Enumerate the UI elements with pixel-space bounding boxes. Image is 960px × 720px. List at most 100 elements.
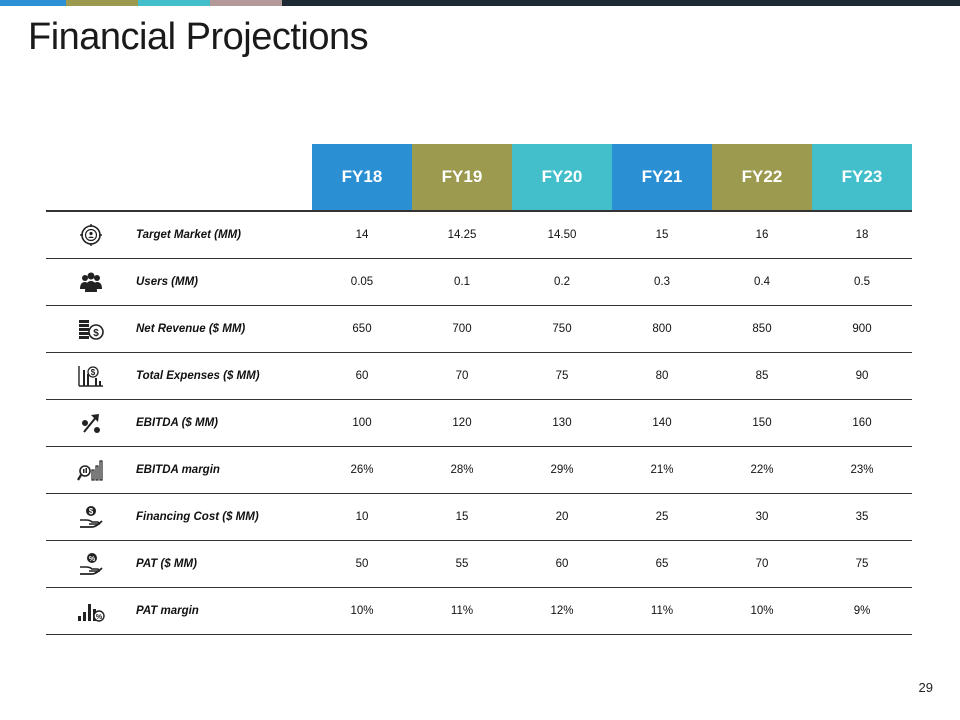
slide-title: Financial Projections bbox=[28, 16, 369, 58]
row-label: Financing Cost ($ MM) bbox=[136, 493, 312, 541]
row-label: EBITDA margin bbox=[136, 446, 312, 494]
cell-value: 23% bbox=[812, 446, 912, 494]
table-row: Target Market (MM) 14 14.25 14.50 15 16 … bbox=[46, 211, 912, 259]
cell-value: 800 bbox=[612, 305, 712, 353]
cell-value: 35 bbox=[812, 493, 912, 541]
table-row: $ Total Expenses ($ MM) 60 70 75 80 85 9… bbox=[46, 352, 912, 400]
cell-value: 700 bbox=[412, 305, 512, 353]
cell-value: 12% bbox=[512, 587, 612, 635]
bar-magnifier-icon bbox=[46, 446, 136, 494]
svg-text:%: % bbox=[89, 556, 96, 563]
cell-value: 0.5 bbox=[812, 258, 912, 306]
cell-value: 26% bbox=[312, 446, 412, 494]
cell-value: 75 bbox=[512, 352, 612, 400]
cell-value: 15 bbox=[612, 211, 712, 259]
col-header-fy22: FY22 bbox=[712, 144, 812, 212]
row-label: PAT ($ MM) bbox=[136, 540, 312, 588]
cell-value: 25 bbox=[612, 493, 712, 541]
row-label: Users (MM) bbox=[136, 258, 312, 306]
cell-value: 130 bbox=[512, 399, 612, 447]
cell-value: 50 bbox=[312, 540, 412, 588]
cell-value: 10 bbox=[312, 493, 412, 541]
accent-segment-teal bbox=[138, 0, 210, 6]
target-market-icon bbox=[46, 211, 136, 259]
col-header-fy18: FY18 bbox=[312, 144, 412, 212]
cell-value: 11% bbox=[412, 587, 512, 635]
cell-value: 11% bbox=[612, 587, 712, 635]
cell-value: 850 bbox=[712, 305, 812, 353]
table-row: $ Net Revenue ($ MM) 650 700 750 800 850… bbox=[46, 305, 912, 353]
hand-percent-icon: % bbox=[46, 540, 136, 588]
cell-value: 120 bbox=[412, 399, 512, 447]
cell-value: 70 bbox=[712, 540, 812, 588]
svg-text:$: $ bbox=[91, 368, 96, 377]
cell-value: 750 bbox=[512, 305, 612, 353]
col-header-fy19: FY19 bbox=[412, 144, 512, 212]
table-row: $ Financing Cost ($ MM) 10 15 20 25 30 3… bbox=[46, 493, 912, 541]
cell-value: 60 bbox=[512, 540, 612, 588]
cell-value: 0.1 bbox=[412, 258, 512, 306]
svg-text:%: % bbox=[96, 614, 103, 621]
svg-text:$: $ bbox=[89, 507, 94, 516]
cell-value: 70 bbox=[412, 352, 512, 400]
cell-value: 85 bbox=[712, 352, 812, 400]
table-row: EBITDA ($ MM) 100 120 130 140 150 160 bbox=[46, 399, 912, 447]
cell-value: 22% bbox=[712, 446, 812, 494]
hand-dollar-icon: $ bbox=[46, 493, 136, 541]
cell-value: 15 bbox=[412, 493, 512, 541]
accent-segment-olive bbox=[66, 0, 138, 6]
cell-value: 18 bbox=[812, 211, 912, 259]
users-icon bbox=[46, 258, 136, 306]
cell-value: 14.25 bbox=[412, 211, 512, 259]
col-header-fy23: FY23 bbox=[812, 144, 912, 212]
cell-value: 150 bbox=[712, 399, 812, 447]
cell-value: 0.2 bbox=[512, 258, 612, 306]
cell-value: 65 bbox=[612, 540, 712, 588]
projections-table: FY18 FY19 FY20 FY21 FY22 FY23 Target Mar… bbox=[46, 144, 912, 635]
cell-value: 0.05 bbox=[312, 258, 412, 306]
cell-value: 55 bbox=[412, 540, 512, 588]
cell-value: 140 bbox=[612, 399, 712, 447]
cell-value: 28% bbox=[412, 446, 512, 494]
cell-value: 0.4 bbox=[712, 258, 812, 306]
row-label: PAT margin bbox=[136, 587, 312, 635]
top-accent-bar bbox=[0, 0, 960, 6]
coins-dollar-icon: $ bbox=[46, 305, 136, 353]
percent-arrow-icon bbox=[46, 399, 136, 447]
cell-value: 14.50 bbox=[512, 211, 612, 259]
cell-value: 900 bbox=[812, 305, 912, 353]
cell-value: 90 bbox=[812, 352, 912, 400]
cell-value: 16 bbox=[712, 211, 812, 259]
header-row: FY18 FY19 FY20 FY21 FY22 FY23 bbox=[46, 144, 912, 212]
accent-segment-dark bbox=[282, 0, 960, 6]
cell-value: 30 bbox=[712, 493, 812, 541]
cell-value: 75 bbox=[812, 540, 912, 588]
cell-value: 29% bbox=[512, 446, 612, 494]
col-header-fy20: FY20 bbox=[512, 144, 612, 212]
svg-text:$: $ bbox=[93, 328, 99, 339]
cell-value: 0.3 bbox=[612, 258, 712, 306]
row-label: EBITDA ($ MM) bbox=[136, 399, 312, 447]
cell-value: 60 bbox=[312, 352, 412, 400]
cell-value: 650 bbox=[312, 305, 412, 353]
table-row: % PAT margin 10% 11% 12% 11% 10% 9% bbox=[46, 587, 912, 635]
cell-value: 20 bbox=[512, 493, 612, 541]
cell-value: 21% bbox=[612, 446, 712, 494]
cell-value: 160 bbox=[812, 399, 912, 447]
accent-segment-blue bbox=[0, 0, 66, 6]
cell-value: 80 bbox=[612, 352, 712, 400]
row-label: Net Revenue ($ MM) bbox=[136, 305, 312, 353]
header-blank bbox=[46, 144, 312, 212]
accent-segment-mauve bbox=[210, 0, 282, 6]
bar-percent-icon: % bbox=[46, 587, 136, 635]
page-number: 29 bbox=[918, 680, 933, 695]
table-row: EBITDA margin 26% 28% 29% 21% 22% 23% bbox=[46, 446, 912, 494]
table-row: % PAT ($ MM) 50 55 60 65 70 75 bbox=[46, 540, 912, 588]
expense-chart-icon: $ bbox=[46, 352, 136, 400]
table-row: Users (MM) 0.05 0.1 0.2 0.3 0.4 0.5 bbox=[46, 258, 912, 306]
cell-value: 100 bbox=[312, 399, 412, 447]
col-header-fy21: FY21 bbox=[612, 144, 712, 212]
row-label: Target Market (MM) bbox=[136, 211, 312, 259]
cell-value: 14 bbox=[312, 211, 412, 259]
cell-value: 9% bbox=[812, 587, 912, 635]
